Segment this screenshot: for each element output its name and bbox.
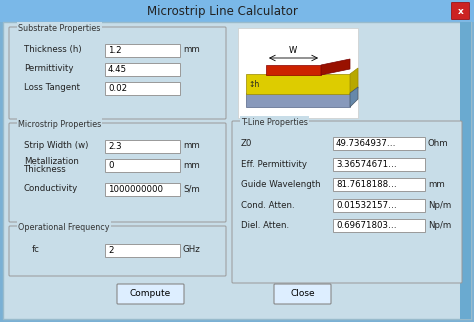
Text: Conductivity: Conductivity	[24, 184, 78, 193]
Text: Thickness: Thickness	[24, 165, 67, 174]
Text: Z0: Z0	[241, 138, 252, 147]
Text: fc: fc	[32, 245, 40, 254]
FancyBboxPatch shape	[452, 3, 470, 20]
Text: Operational Frequency: Operational Frequency	[18, 223, 109, 232]
Text: 1.2: 1.2	[108, 46, 122, 55]
Text: Loss Tangent: Loss Tangent	[24, 83, 80, 92]
Text: Cond. Atten.: Cond. Atten.	[241, 201, 295, 210]
FancyBboxPatch shape	[274, 284, 331, 304]
Bar	[105, 159, 180, 172]
FancyBboxPatch shape	[9, 226, 226, 276]
FancyBboxPatch shape	[9, 123, 226, 222]
Text: Permittivity: Permittivity	[24, 64, 73, 73]
Text: Microstrip Line Calculator: Microstrip Line Calculator	[146, 5, 298, 17]
Text: 0.02: 0.02	[108, 84, 127, 93]
Bar	[333, 178, 425, 191]
Text: 2.3: 2.3	[108, 142, 122, 151]
Text: S/m: S/m	[183, 184, 200, 193]
Text: 1000000000: 1000000000	[108, 185, 163, 194]
Text: Thickness (h): Thickness (h)	[24, 45, 82, 54]
Text: GHz: GHz	[183, 245, 201, 254]
Text: Compute: Compute	[130, 289, 171, 298]
Bar	[238, 28, 358, 118]
Text: Close: Close	[290, 289, 315, 298]
Bar	[0, 0, 474, 22]
Bar	[333, 137, 425, 150]
Bar	[105, 63, 180, 76]
Text: Ohm: Ohm	[428, 138, 448, 147]
Text: Guide Wavelength: Guide Wavelength	[241, 179, 320, 188]
Bar	[105, 140, 180, 153]
Bar	[105, 244, 180, 257]
Text: 0.69671803…: 0.69671803…	[336, 221, 397, 230]
Text: x: x	[458, 6, 464, 15]
Polygon shape	[350, 87, 358, 107]
Polygon shape	[350, 68, 358, 94]
FancyBboxPatch shape	[117, 284, 184, 304]
Text: 2: 2	[108, 246, 113, 255]
Bar	[105, 44, 180, 57]
Text: W: W	[289, 46, 297, 55]
Bar	[460, 22, 471, 319]
Text: Diel. Atten.: Diel. Atten.	[241, 221, 289, 230]
Text: mm: mm	[183, 141, 200, 150]
Text: Np/m: Np/m	[428, 221, 451, 230]
Text: 0.01532157…: 0.01532157…	[336, 201, 397, 210]
Text: Eff. Permittivity: Eff. Permittivity	[241, 159, 307, 168]
Text: 0: 0	[108, 161, 113, 170]
Text: Microstrip Properties: Microstrip Properties	[18, 119, 101, 128]
Text: T-Line Properties: T-Line Properties	[241, 118, 308, 127]
Text: Np/m: Np/m	[428, 201, 451, 210]
Bar	[105, 82, 180, 95]
Bar	[333, 158, 425, 171]
FancyBboxPatch shape	[232, 121, 462, 283]
Text: Substrate Properties: Substrate Properties	[18, 24, 100, 33]
Text: 81.7618188…: 81.7618188…	[336, 180, 397, 189]
Text: 4.45: 4.45	[108, 65, 127, 74]
Bar	[105, 183, 180, 196]
Text: Metallization: Metallization	[24, 156, 79, 166]
Bar	[333, 219, 425, 232]
Text: mm: mm	[183, 160, 200, 169]
Text: mm: mm	[183, 45, 200, 54]
Text: ↕h: ↕h	[248, 80, 259, 89]
Bar	[333, 199, 425, 212]
Text: mm: mm	[428, 179, 445, 188]
Polygon shape	[321, 59, 350, 75]
Text: Strip Width (w): Strip Width (w)	[24, 141, 88, 150]
Bar	[266, 65, 321, 75]
Text: 49.7364937…: 49.7364937…	[336, 139, 396, 148]
FancyBboxPatch shape	[9, 27, 226, 119]
Bar	[246, 74, 350, 94]
Text: 3.36574671…: 3.36574671…	[336, 160, 397, 169]
Bar	[246, 93, 350, 107]
